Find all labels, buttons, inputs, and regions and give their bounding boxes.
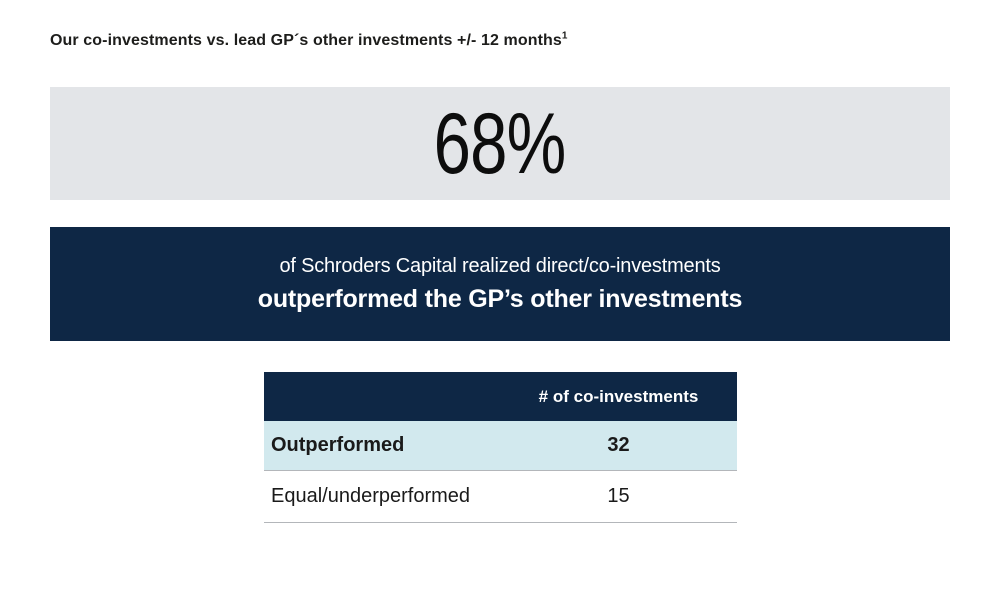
stat-percentage-value: 68%	[434, 95, 567, 192]
header-count-cell: # of co-investments	[538, 386, 699, 406]
page-title-text: Our co-investments vs. lead GP´s other i…	[50, 31, 562, 49]
row-value: 15	[607, 485, 630, 507]
description-banner: of Schroders Capital realized direct/co-…	[50, 227, 950, 341]
banner-line-1: of Schroders Capital realized direct/co-…	[279, 254, 721, 277]
table-row-outperformed: Outperformed 32	[264, 421, 737, 471]
footnote-marker: 1	[561, 30, 568, 42]
row-label: Outperformed	[271, 434, 405, 456]
banner-line-2: outperformed the GP’s other investments	[257, 284, 743, 313]
table-row-equal-underperformed: Equal/underperformed 15	[264, 471, 737, 523]
row-value: 32	[607, 434, 630, 456]
page-title: Our co-investments vs. lead GP´s other i…	[50, 30, 568, 50]
co-investments-table: # of co-investments Outperformed 32 Equa…	[264, 372, 737, 523]
table-header-row: # of co-investments	[264, 372, 737, 421]
row-label: Equal/underperformed	[271, 485, 471, 507]
stat-highlight-box: 68%	[50, 87, 950, 200]
